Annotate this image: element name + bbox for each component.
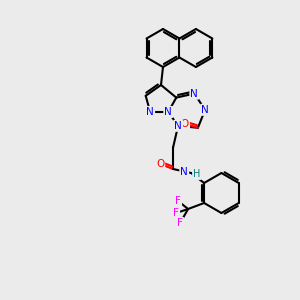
Text: N: N [146, 107, 154, 117]
Text: O: O [156, 159, 164, 169]
Text: F: F [173, 208, 179, 218]
Text: N: N [164, 107, 172, 117]
Text: N: N [190, 88, 198, 99]
Text: N: N [174, 121, 182, 131]
Text: N: N [180, 167, 188, 177]
Text: F: F [177, 218, 183, 228]
Text: O: O [181, 119, 189, 129]
Text: N: N [201, 105, 209, 115]
Text: F: F [175, 196, 181, 206]
Text: H: H [193, 169, 200, 179]
